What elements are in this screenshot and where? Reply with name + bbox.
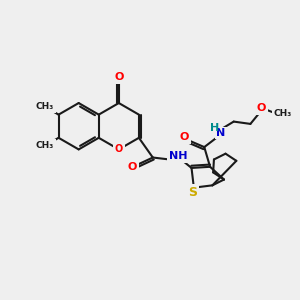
Text: CH₃: CH₃ <box>274 109 292 118</box>
Text: O: O <box>114 72 124 82</box>
Text: N: N <box>216 128 226 138</box>
Text: NH: NH <box>169 151 187 161</box>
Text: O: O <box>127 162 136 172</box>
Text: O: O <box>179 132 189 142</box>
Text: S: S <box>188 186 197 199</box>
Text: O: O <box>257 103 266 112</box>
Text: H: H <box>210 123 219 134</box>
Text: CH₃: CH₃ <box>35 102 54 111</box>
Text: CH₃: CH₃ <box>35 142 54 151</box>
Text: O: O <box>115 144 123 154</box>
